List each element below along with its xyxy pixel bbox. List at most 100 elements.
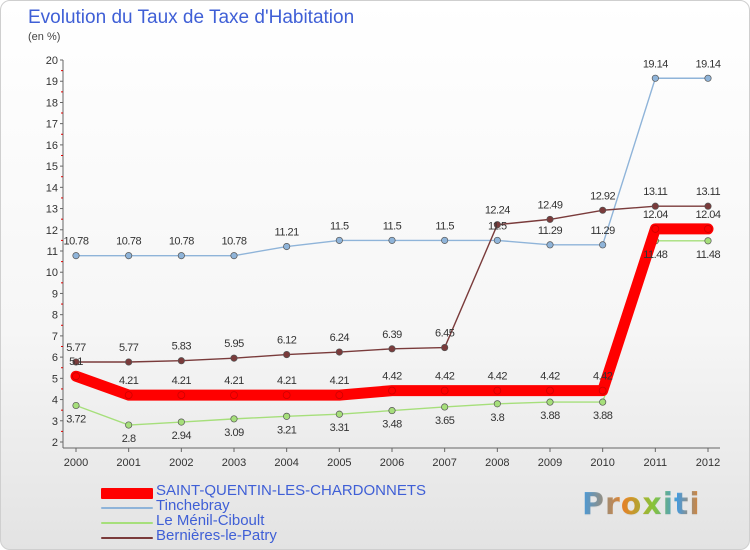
data-point [441,403,449,411]
data-label: 5.77 [66,342,86,354]
data-point [72,252,80,260]
data-point [546,241,554,249]
unit-label: (en %) [28,31,61,43]
data-point [335,410,343,418]
data-point [282,391,291,399]
data-label: 12.49 [537,199,562,211]
data-label: 11.5 [383,220,402,232]
x-tick-label: 2005 [327,457,351,469]
x-tick-label: 2009 [538,457,562,469]
data-point [599,241,607,249]
y-tick-label: 12 [46,225,58,237]
legend-label: SAINT-QUENTIN-LES-CHARDONNETS [156,482,427,499]
x-tick-label: 2004 [274,457,298,469]
data-label: 3.8 [490,412,504,424]
proxiti-logo: Proxiti [582,487,701,522]
data-label: 10.78 [63,236,88,248]
data-label: 11.5 [330,220,349,232]
data-label: 4.21 [277,375,297,387]
data-point [546,398,554,406]
data-point [72,372,80,381]
data-label: 3.88 [593,410,613,422]
y-tick-label: 2 [52,437,58,449]
data-label: 11.29 [591,225,616,237]
data-label: 4.21 [224,375,244,387]
data-label: 3.09 [224,427,244,439]
data-point [283,351,291,359]
data-label: 6.24 [330,332,350,344]
x-tick-label: 2008 [485,457,509,469]
data-label: 5.95 [224,338,244,350]
y-tick-label: 16 [46,140,58,152]
data-label: 4.42 [382,371,402,383]
data-point [230,415,238,423]
legend-label: Le Ménil-Ciboult [156,512,265,529]
data-point [388,386,396,395]
data-label: 2.8 [122,433,136,445]
data-label: 4.42 [435,371,455,383]
data-point [704,202,712,210]
data-point [72,401,80,410]
legend-label: Bernières-le-Patry [156,527,277,544]
data-point [704,237,712,245]
legend-label: Tinchebray [156,497,230,514]
data-point [388,236,396,244]
x-tick-label: 2006 [380,457,404,469]
y-tick-label: 20 [46,55,58,67]
data-point [651,202,659,210]
data-label: 4.21 [119,375,139,387]
x-tick-label: 2002 [169,457,193,469]
data-point [546,386,554,395]
data-point [125,421,133,429]
y-tick-label: 19 [46,76,58,88]
data-point [230,354,238,362]
data-point [283,242,291,251]
data-label: 5.77 [119,342,139,354]
data-point [177,391,186,399]
data-label: 12.04 [695,209,720,221]
data-point [283,412,291,420]
data-point [388,345,396,353]
data-point [441,344,449,352]
data-label: 12.24 [485,205,510,217]
data-label: 13.11 [696,186,721,198]
data-point [72,358,80,366]
data-label: 11.29 [538,225,563,237]
data-point [335,391,344,399]
data-label: 11.21 [275,227,300,239]
data-point [598,386,607,395]
data-label: 13.11 [643,186,668,198]
data-point [651,225,660,233]
legend-swatch [101,522,153,524]
y-tick-label: 9 [52,288,58,300]
data-point [493,386,502,395]
data-point [546,215,554,223]
data-label: 3.48 [382,419,402,431]
y-tick-label: 18 [46,97,58,109]
data-point [651,74,659,82]
data-label: 11.48 [643,249,668,261]
y-tick-label: 6 [52,352,58,364]
y-tick-label: 15 [46,161,58,173]
data-point [493,221,501,229]
data-point [230,252,238,260]
data-point [125,358,133,366]
data-label: 4.42 [540,371,560,383]
data-label: 3.72 [66,413,86,425]
data-point [335,236,343,244]
y-tick-label: 3 [52,416,58,428]
data-label: 10.78 [169,236,194,248]
chart-title: Evolution du Taux de Taxe d'Habitation [28,7,355,28]
data-label: 10.78 [221,236,246,248]
data-label: 2.94 [172,430,192,442]
data-label: 6.39 [382,329,402,341]
data-label: 11.5 [488,220,507,232]
data-point [704,74,712,82]
data-point [230,391,238,399]
y-tick-label: 8 [52,310,58,322]
data-label: 11.48 [696,249,721,261]
x-tick-label: 2011 [644,457,668,469]
x-tick-label: 2000 [64,457,88,469]
data-label: 3.31 [330,422,350,434]
